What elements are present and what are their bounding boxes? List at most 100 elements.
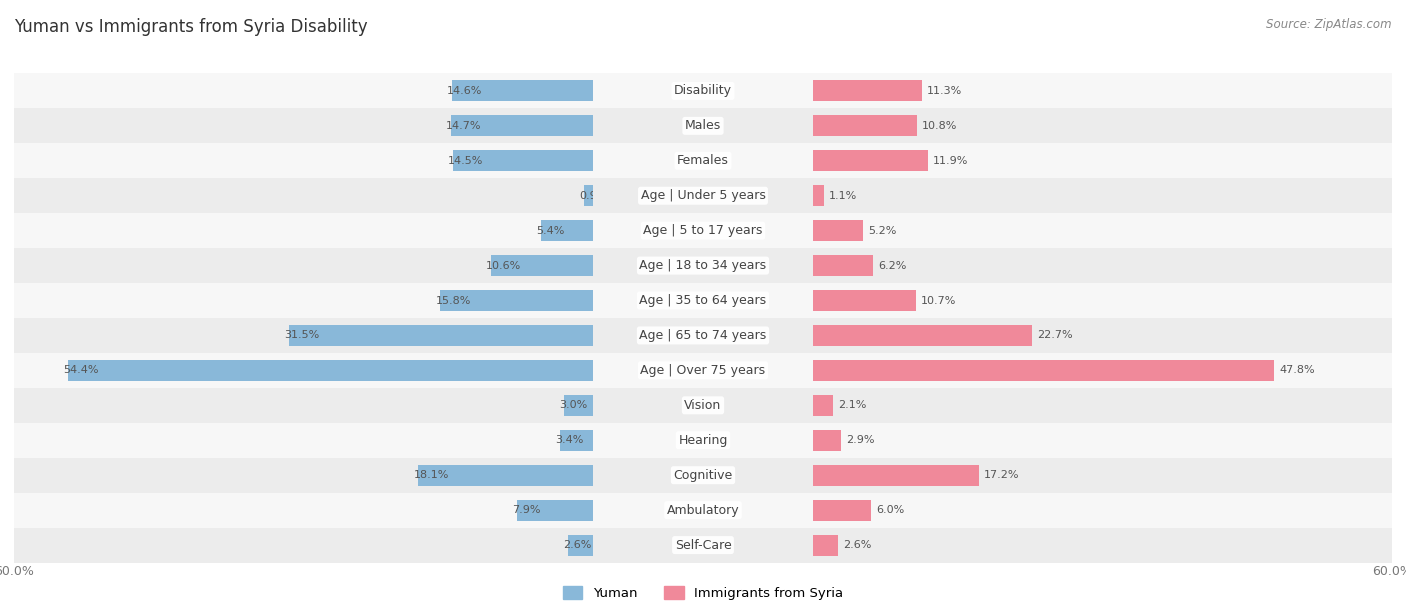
Text: 2.9%: 2.9%: [846, 435, 875, 446]
Bar: [593, 458, 813, 493]
Bar: [453, 151, 593, 171]
Bar: [813, 493, 1392, 528]
Text: 22.7%: 22.7%: [1038, 330, 1073, 340]
Bar: [813, 80, 922, 102]
Bar: [560, 430, 593, 451]
Bar: [14, 493, 593, 528]
Bar: [593, 73, 813, 108]
Bar: [451, 116, 593, 136]
Bar: [813, 283, 1392, 318]
Legend: Yuman, Immigrants from Syria: Yuman, Immigrants from Syria: [557, 581, 849, 605]
Bar: [583, 185, 593, 206]
Bar: [14, 108, 593, 143]
Text: 6.0%: 6.0%: [876, 505, 904, 515]
Bar: [14, 73, 593, 108]
Text: 10.7%: 10.7%: [921, 296, 956, 305]
Bar: [14, 388, 593, 423]
Text: Vision: Vision: [685, 399, 721, 412]
Text: 18.1%: 18.1%: [413, 470, 449, 480]
Bar: [813, 465, 979, 486]
Bar: [593, 108, 813, 143]
Bar: [813, 430, 841, 451]
Bar: [593, 318, 813, 353]
Bar: [14, 248, 593, 283]
Text: Age | Over 75 years: Age | Over 75 years: [641, 364, 765, 377]
Text: Age | 65 to 74 years: Age | 65 to 74 years: [640, 329, 766, 342]
Text: Disability: Disability: [673, 84, 733, 97]
Text: 11.3%: 11.3%: [927, 86, 962, 96]
Text: Age | 5 to 17 years: Age | 5 to 17 years: [644, 224, 762, 237]
Bar: [568, 535, 593, 556]
Bar: [813, 325, 1032, 346]
Text: 47.8%: 47.8%: [1279, 365, 1315, 375]
Bar: [14, 353, 593, 388]
Bar: [14, 318, 593, 353]
Bar: [14, 458, 593, 493]
Text: Age | 18 to 34 years: Age | 18 to 34 years: [640, 259, 766, 272]
Text: Cognitive: Cognitive: [673, 469, 733, 482]
Bar: [14, 528, 593, 562]
Bar: [813, 220, 863, 241]
Bar: [14, 143, 593, 178]
Text: 10.8%: 10.8%: [922, 121, 957, 131]
Bar: [813, 213, 1392, 248]
Bar: [14, 213, 593, 248]
Text: Hearing: Hearing: [678, 434, 728, 447]
Text: 2.6%: 2.6%: [562, 540, 592, 550]
Text: 1.1%: 1.1%: [828, 191, 856, 201]
Bar: [593, 283, 813, 318]
Bar: [813, 318, 1392, 353]
Text: Yuman vs Immigrants from Syria Disability: Yuman vs Immigrants from Syria Disabilit…: [14, 18, 368, 36]
Bar: [813, 395, 834, 416]
Bar: [418, 465, 593, 486]
Bar: [14, 283, 593, 318]
Text: 17.2%: 17.2%: [984, 470, 1019, 480]
Bar: [813, 151, 928, 171]
Bar: [593, 493, 813, 528]
Bar: [813, 178, 1392, 213]
Bar: [67, 360, 593, 381]
Text: Age | 35 to 64 years: Age | 35 to 64 years: [640, 294, 766, 307]
Text: 11.9%: 11.9%: [932, 156, 969, 166]
Bar: [290, 325, 593, 346]
Bar: [593, 388, 813, 423]
Bar: [813, 360, 1274, 381]
Bar: [813, 458, 1392, 493]
Bar: [813, 388, 1392, 423]
Text: 54.4%: 54.4%: [63, 365, 98, 375]
Text: 5.2%: 5.2%: [869, 226, 897, 236]
Bar: [14, 178, 593, 213]
Bar: [451, 80, 593, 102]
Text: 3.4%: 3.4%: [555, 435, 583, 446]
Text: Males: Males: [685, 119, 721, 132]
Bar: [516, 499, 593, 521]
Bar: [813, 535, 838, 556]
Bar: [813, 353, 1392, 388]
Text: 6.2%: 6.2%: [877, 261, 907, 271]
Text: Age | Under 5 years: Age | Under 5 years: [641, 189, 765, 202]
Text: 7.9%: 7.9%: [512, 505, 540, 515]
Bar: [813, 108, 1392, 143]
Text: Females: Females: [678, 154, 728, 167]
Bar: [813, 116, 917, 136]
Text: 31.5%: 31.5%: [284, 330, 319, 340]
Text: 3.0%: 3.0%: [560, 400, 588, 410]
Text: 0.95%: 0.95%: [579, 191, 614, 201]
Text: 15.8%: 15.8%: [436, 296, 471, 305]
Text: 2.6%: 2.6%: [844, 540, 872, 550]
Bar: [541, 220, 593, 241]
Bar: [813, 185, 824, 206]
Bar: [813, 73, 1392, 108]
Text: 10.6%: 10.6%: [485, 261, 522, 271]
Text: 14.6%: 14.6%: [447, 86, 482, 96]
Bar: [564, 395, 593, 416]
Text: Source: ZipAtlas.com: Source: ZipAtlas.com: [1267, 18, 1392, 31]
Text: Ambulatory: Ambulatory: [666, 504, 740, 517]
Bar: [593, 178, 813, 213]
Text: 2.1%: 2.1%: [838, 400, 866, 410]
Bar: [813, 423, 1392, 458]
Bar: [813, 499, 872, 521]
Bar: [813, 143, 1392, 178]
Text: 14.7%: 14.7%: [446, 121, 482, 131]
Bar: [813, 528, 1392, 562]
